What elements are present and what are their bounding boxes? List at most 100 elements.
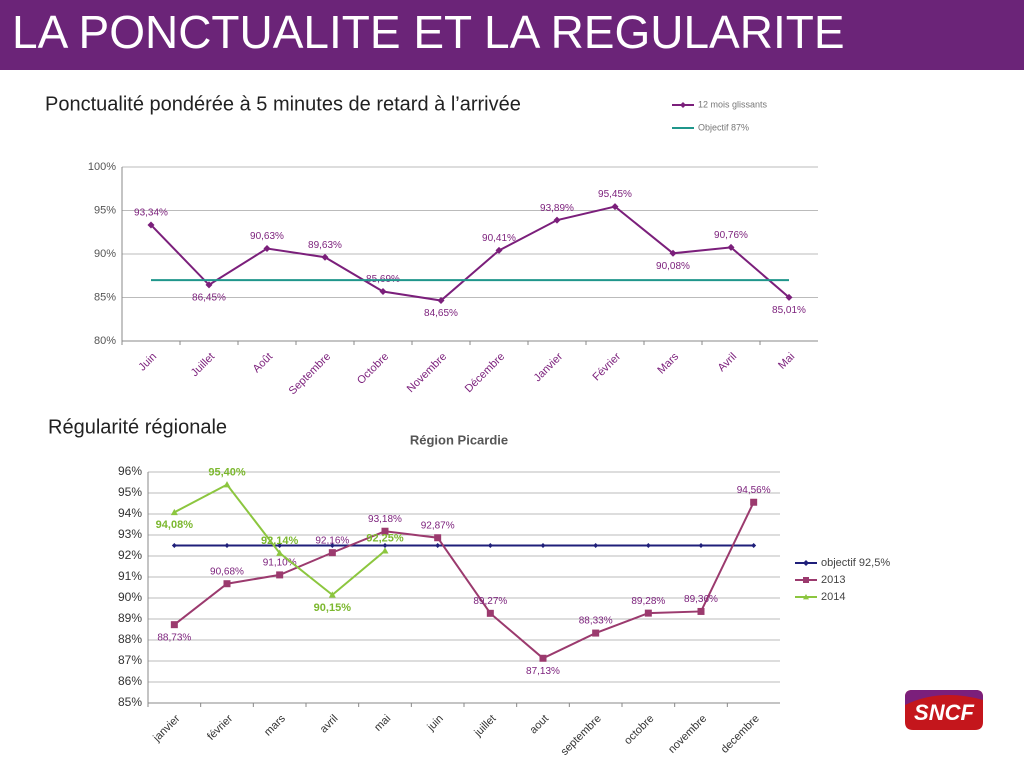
x-tick-label: octobre (622, 713, 656, 747)
value-label: 91,10% (263, 558, 297, 569)
y-tick-label: 96% (118, 464, 142, 478)
legend-marker (680, 102, 686, 108)
data-point (379, 287, 387, 295)
value-label: 93,89% (540, 203, 574, 214)
value-label: 95,40% (208, 467, 246, 479)
y-tick-label: 87% (118, 653, 142, 667)
series-line (173, 501, 755, 660)
y-tick-label: 85% (94, 291, 116, 303)
data-point (553, 216, 561, 224)
y-tick-label: 94% (118, 506, 142, 520)
data-point (437, 297, 445, 305)
value-label: 93,18% (368, 514, 402, 525)
value-label: 92,25% (366, 533, 404, 545)
value-label: 88,73% (157, 632, 191, 643)
y-tick-label: 95% (94, 204, 116, 216)
data-point (224, 543, 230, 548)
x-tick-label: mai (372, 713, 393, 734)
data-point (263, 245, 271, 253)
x-tick-label: Juin (136, 351, 159, 374)
x-tick-label: Avril (716, 351, 739, 374)
legend-marker (803, 594, 809, 600)
value-label: 94,08% (156, 519, 194, 531)
x-tick-label: Juillet (189, 351, 217, 379)
y-tick-label: 100% (88, 161, 116, 173)
legend-label: Objectif 87% (698, 122, 749, 132)
data-point (593, 543, 599, 548)
value-label: 92,87% (421, 520, 455, 531)
logo-text: SNCF (914, 700, 974, 725)
section-heading: Régularité régionale (48, 416, 227, 438)
value-label: 95,45% (598, 189, 632, 200)
x-tick-label: Mai (776, 351, 797, 372)
header-bar (0, 0, 1024, 70)
x-tick-label: Novembre (405, 351, 449, 395)
legend-marker (803, 577, 809, 583)
legend-label: objectif 92,5% (821, 557, 890, 569)
data-point (328, 549, 336, 557)
data-point (539, 654, 547, 662)
value-label: 84,65% (424, 308, 458, 319)
value-label: 88,33% (579, 616, 613, 627)
x-tick-label: Décembre (463, 351, 507, 395)
logo-accent (905, 690, 983, 705)
y-tick-label: 91% (118, 569, 142, 583)
x-tick-label: mars (262, 712, 288, 738)
slide-title: LA PONCTUALITE ET LA REGULARITE (12, 6, 845, 58)
data-point (223, 580, 231, 588)
data-point (785, 293, 793, 301)
value-label: 94,56% (737, 485, 771, 496)
data-point (276, 549, 284, 556)
data-point (381, 547, 389, 554)
x-tick-label: Mars (655, 350, 681, 376)
data-point (697, 607, 705, 615)
y-tick-label: 80% (94, 335, 116, 347)
x-tick-label: Janvier (532, 350, 566, 384)
data-point (223, 481, 231, 488)
value-label: 89,36% (684, 594, 718, 605)
x-tick-label: Août (251, 351, 275, 375)
legend-label: 2013 (821, 574, 845, 586)
x-tick-label: novembre (666, 713, 709, 756)
value-label: 90,08% (656, 261, 690, 272)
x-tick-label: juillet (472, 713, 499, 740)
data-point (645, 543, 651, 548)
data-point (170, 508, 178, 516)
value-label: 90,41% (482, 233, 516, 244)
data-point (277, 543, 283, 548)
y-tick-label: 86% (118, 674, 142, 688)
x-tick-label: Septembre (287, 351, 334, 398)
x-tick-label: Février (590, 350, 623, 383)
data-point (487, 543, 493, 548)
x-tick-label: février (205, 712, 235, 742)
x-tick-label: septembre (559, 713, 604, 758)
y-tick-label: 95% (118, 485, 142, 499)
data-point (611, 203, 619, 211)
value-label: 89,27% (473, 596, 507, 607)
data-point (381, 527, 389, 535)
data-point (727, 243, 735, 251)
value-label: 90,68% (210, 566, 244, 577)
logo: SNCF (905, 690, 983, 730)
data-point (147, 221, 155, 229)
y-tick-label: 93% (118, 527, 142, 541)
value-label: 85,01% (772, 305, 806, 316)
y-tick-label: 92% (118, 548, 142, 562)
data-point (321, 253, 329, 261)
value-label: 89,28% (631, 596, 665, 607)
data-point (669, 249, 677, 257)
value-label: 92,16% (315, 535, 349, 546)
value-label: 89,63% (308, 240, 342, 251)
data-point (644, 609, 652, 617)
x-tick-label: juin (425, 713, 446, 734)
value-label: 93,34% (134, 208, 168, 219)
legend-label: 2014 (821, 591, 845, 603)
x-tick-label: janvier (150, 712, 182, 744)
value-label: 90,15% (314, 602, 352, 614)
data-point (495, 246, 503, 254)
data-point (276, 571, 284, 579)
data-point (170, 621, 178, 629)
y-tick-label: 90% (94, 248, 116, 260)
data-point (205, 281, 213, 289)
